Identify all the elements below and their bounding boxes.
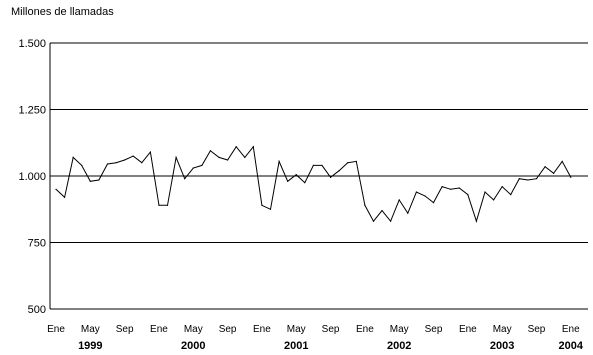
x-tick-label: Ene xyxy=(150,324,168,335)
data-point xyxy=(415,191,417,193)
data-point xyxy=(304,182,306,184)
x-tick-label: Sep xyxy=(425,324,443,335)
data-point xyxy=(501,186,503,188)
data-point xyxy=(141,162,143,164)
data-point xyxy=(338,170,340,172)
x-tick-label: May xyxy=(81,324,100,335)
x-tick-label: Ene xyxy=(562,324,580,335)
data-point xyxy=(544,166,546,168)
data-point xyxy=(295,174,297,176)
data-point xyxy=(527,179,529,181)
data-point xyxy=(424,195,426,197)
data-point xyxy=(518,178,520,180)
series-line xyxy=(55,145,572,223)
data-point xyxy=(244,156,246,158)
data-point xyxy=(218,156,220,158)
data-point xyxy=(535,178,538,180)
data-point xyxy=(252,146,254,148)
year-label: 2001 xyxy=(284,340,308,352)
y-tick-label: 500 xyxy=(28,304,46,316)
data-point xyxy=(227,159,229,161)
data-point xyxy=(450,188,452,190)
data-point xyxy=(184,178,186,180)
data-point xyxy=(390,220,392,222)
y-tick-label: 1.500 xyxy=(18,38,46,50)
data-point xyxy=(432,202,435,204)
data-point xyxy=(492,199,495,201)
data-point xyxy=(372,220,375,222)
data-point xyxy=(553,172,555,174)
data-point xyxy=(115,162,117,164)
x-tick-label: Sep xyxy=(528,324,546,335)
data-point xyxy=(175,156,177,158)
x-tick-label: May xyxy=(493,324,512,335)
x-tick-label: Ene xyxy=(253,324,271,335)
year-label: 2000 xyxy=(181,340,205,352)
data-point xyxy=(106,163,109,165)
x-tick-label: Sep xyxy=(322,324,340,335)
data-point xyxy=(467,194,469,196)
year-label: 2002 xyxy=(387,340,411,352)
data-point xyxy=(166,204,169,206)
data-point xyxy=(475,220,478,222)
year-label: 2003 xyxy=(490,340,514,352)
data-point xyxy=(347,162,349,164)
x-tick-label: Ene xyxy=(459,324,477,335)
year-label: 2004 xyxy=(559,340,584,352)
y-tick-label: 1.000 xyxy=(18,171,46,183)
x-tick-label: May xyxy=(390,324,409,335)
data-point xyxy=(81,164,83,166)
x-tick-label: May xyxy=(184,324,203,335)
data-point xyxy=(158,204,160,206)
data-point xyxy=(312,164,314,166)
x-tick-label: Ene xyxy=(356,324,374,335)
y-axis-label: Millones de llamadas xyxy=(11,6,114,18)
data-point xyxy=(55,188,57,190)
data-point xyxy=(561,160,563,162)
data-point xyxy=(201,164,203,166)
year-label: 1999 xyxy=(78,340,102,352)
data-point xyxy=(398,199,400,201)
data-point xyxy=(89,180,91,182)
data-point xyxy=(407,212,409,214)
data-point xyxy=(484,191,486,193)
data-point xyxy=(72,156,74,158)
data-point xyxy=(329,176,332,178)
data-point xyxy=(321,164,323,166)
x-tick-label: May xyxy=(287,324,306,335)
data-point xyxy=(63,196,66,198)
y-tick-label: 750 xyxy=(28,238,46,250)
data-point xyxy=(149,151,151,153)
data-point xyxy=(261,204,263,206)
data-point xyxy=(98,179,100,181)
data-point xyxy=(510,194,512,196)
x-tick-label: Ene xyxy=(47,324,65,335)
y-tick-label: 1.250 xyxy=(18,105,46,117)
x-tick-label: Sep xyxy=(116,324,134,335)
data-point xyxy=(132,155,134,157)
data-point xyxy=(192,167,194,169)
data-point xyxy=(441,186,443,188)
data-point xyxy=(278,160,280,162)
data-point xyxy=(570,176,572,178)
data-point xyxy=(458,187,460,189)
data-point xyxy=(287,180,289,182)
data-point xyxy=(381,209,383,212)
data-point xyxy=(235,146,237,148)
data-point xyxy=(364,204,366,206)
data-point xyxy=(124,159,126,161)
x-tick-label: Sep xyxy=(219,324,237,335)
data-point xyxy=(269,208,272,210)
data-point xyxy=(355,160,357,162)
data-point xyxy=(209,150,212,152)
